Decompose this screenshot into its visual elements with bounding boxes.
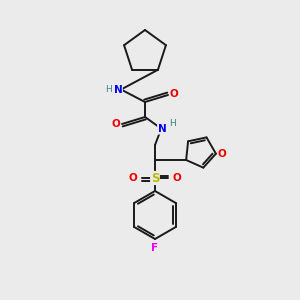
Text: O: O — [169, 89, 178, 99]
Text: O: O — [129, 173, 137, 183]
Text: O: O — [218, 149, 226, 159]
Text: H: H — [106, 85, 112, 94]
Text: O: O — [112, 119, 120, 129]
Text: N: N — [158, 124, 166, 134]
Text: O: O — [172, 173, 182, 183]
Text: N: N — [114, 85, 122, 95]
Text: S: S — [151, 172, 159, 184]
Text: H: H — [169, 119, 176, 128]
Text: F: F — [152, 243, 159, 253]
